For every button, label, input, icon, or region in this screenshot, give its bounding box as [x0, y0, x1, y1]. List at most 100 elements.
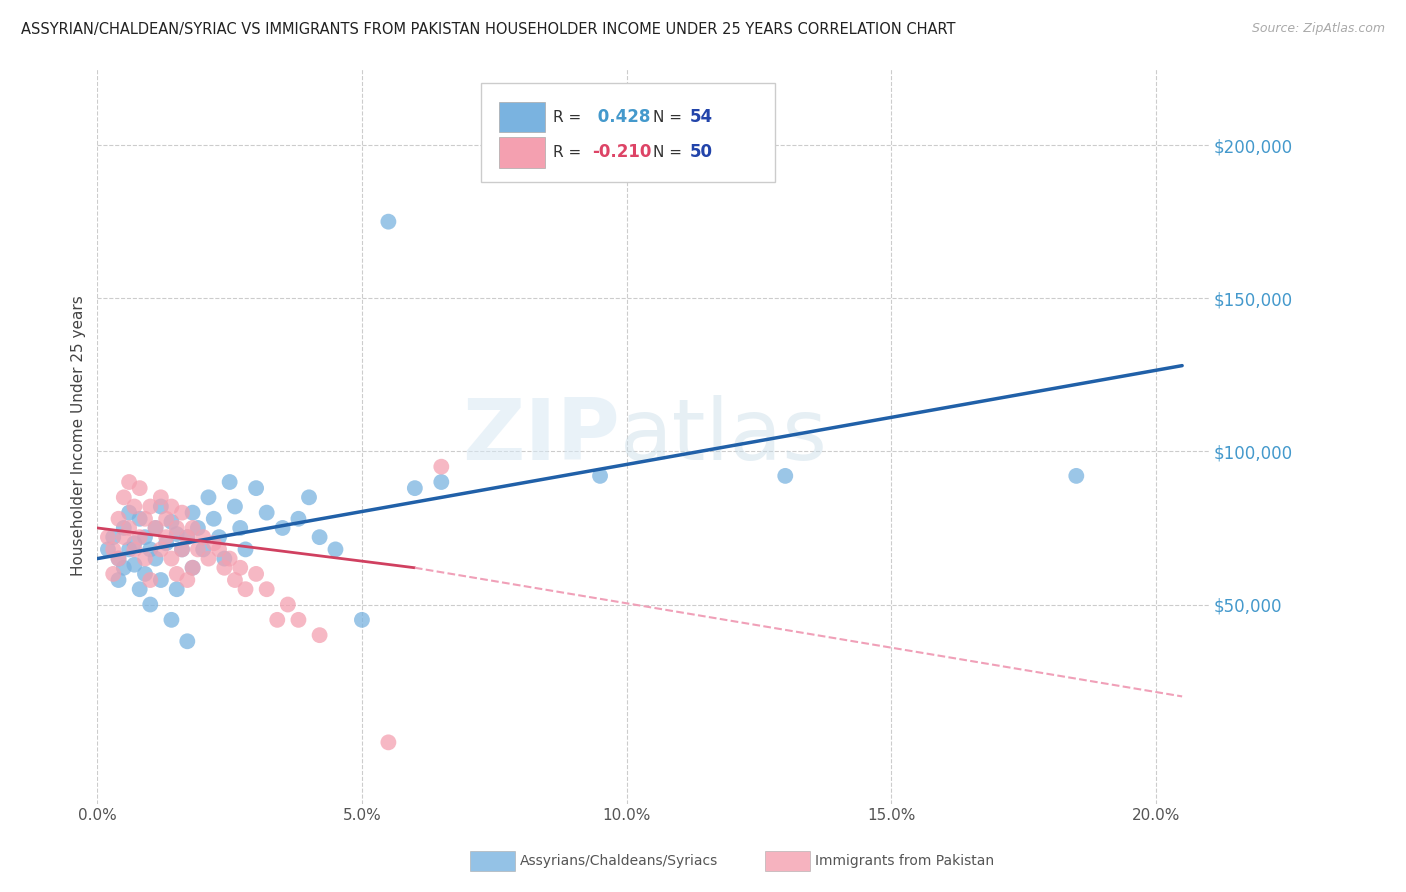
Point	[224, 500, 246, 514]
Text: N =: N =	[652, 145, 688, 160]
Point	[170, 506, 193, 520]
Text: Assyrians/Chaldeans/Syriacs: Assyrians/Chaldeans/Syriacs	[520, 854, 718, 868]
Point	[107, 512, 129, 526]
Point	[107, 551, 129, 566]
Point	[377, 735, 399, 749]
Point	[170, 542, 193, 557]
Point	[160, 500, 183, 514]
Text: 50: 50	[690, 144, 713, 161]
Point	[181, 561, 204, 575]
Point	[118, 521, 141, 535]
Point	[277, 598, 299, 612]
Point	[107, 573, 129, 587]
Point	[235, 582, 257, 597]
Point	[229, 561, 252, 575]
Point	[160, 551, 183, 566]
Point	[155, 530, 177, 544]
Point	[430, 459, 453, 474]
Point	[166, 566, 188, 581]
Point	[139, 573, 162, 587]
Point	[181, 561, 204, 575]
Point	[97, 530, 120, 544]
Point	[128, 582, 150, 597]
Point	[112, 530, 135, 544]
Point	[176, 530, 198, 544]
Point	[103, 530, 125, 544]
Point	[166, 582, 188, 597]
Point	[145, 551, 167, 566]
Point	[245, 481, 267, 495]
Point	[325, 542, 347, 557]
Point	[256, 506, 278, 520]
Point	[187, 521, 209, 535]
Point	[176, 530, 198, 544]
Point	[170, 542, 193, 557]
Point	[377, 215, 399, 229]
Point	[124, 542, 146, 557]
Point	[134, 566, 156, 581]
Text: R =: R =	[553, 145, 586, 160]
Point	[298, 491, 321, 505]
Point	[229, 521, 252, 535]
Text: 0.428: 0.428	[592, 108, 650, 126]
Point	[103, 542, 125, 557]
Point	[181, 506, 204, 520]
Point	[112, 521, 135, 535]
Text: N =: N =	[652, 110, 688, 125]
Point	[139, 542, 162, 557]
Text: 54: 54	[690, 108, 713, 126]
Point	[214, 551, 236, 566]
Point	[775, 469, 797, 483]
Point	[118, 542, 141, 557]
Text: Immigrants from Pakistan: Immigrants from Pakistan	[815, 854, 994, 868]
Text: atlas: atlas	[620, 394, 828, 477]
Point	[160, 515, 183, 529]
Text: ZIP: ZIP	[463, 394, 620, 477]
Point	[202, 536, 225, 550]
FancyBboxPatch shape	[499, 102, 546, 133]
Point	[197, 491, 219, 505]
Point	[224, 573, 246, 587]
Point	[350, 613, 373, 627]
Point	[149, 491, 172, 505]
Point	[214, 561, 236, 575]
Point	[589, 469, 612, 483]
Point	[235, 542, 257, 557]
Text: R =: R =	[553, 110, 586, 125]
FancyBboxPatch shape	[499, 136, 546, 168]
Point	[193, 530, 215, 544]
Point	[187, 542, 209, 557]
Point	[404, 481, 426, 495]
Point	[287, 613, 309, 627]
Point	[118, 506, 141, 520]
Point	[134, 530, 156, 544]
Point	[166, 527, 188, 541]
Point	[145, 521, 167, 535]
Point	[245, 566, 267, 581]
Point	[308, 628, 330, 642]
Y-axis label: Householder Income Under 25 years: Householder Income Under 25 years	[72, 295, 86, 576]
Text: ASSYRIAN/CHALDEAN/SYRIAC VS IMMIGRANTS FROM PAKISTAN HOUSEHOLDER INCOME UNDER 25: ASSYRIAN/CHALDEAN/SYRIAC VS IMMIGRANTS F…	[21, 22, 956, 37]
Point	[112, 491, 135, 505]
Point	[160, 613, 183, 627]
Point	[430, 475, 453, 489]
Point	[193, 542, 215, 557]
Point	[134, 512, 156, 526]
Point	[166, 521, 188, 535]
Point	[103, 566, 125, 581]
Point	[218, 475, 240, 489]
Point	[256, 582, 278, 597]
Point	[107, 551, 129, 566]
Point	[149, 500, 172, 514]
Point	[124, 558, 146, 572]
Point	[134, 551, 156, 566]
Point	[181, 521, 204, 535]
Point	[155, 512, 177, 526]
Point	[139, 598, 162, 612]
Point	[149, 573, 172, 587]
Point	[149, 542, 172, 557]
Point	[208, 542, 231, 557]
Text: Source: ZipAtlas.com: Source: ZipAtlas.com	[1251, 22, 1385, 36]
Point	[266, 613, 288, 627]
Point	[287, 512, 309, 526]
